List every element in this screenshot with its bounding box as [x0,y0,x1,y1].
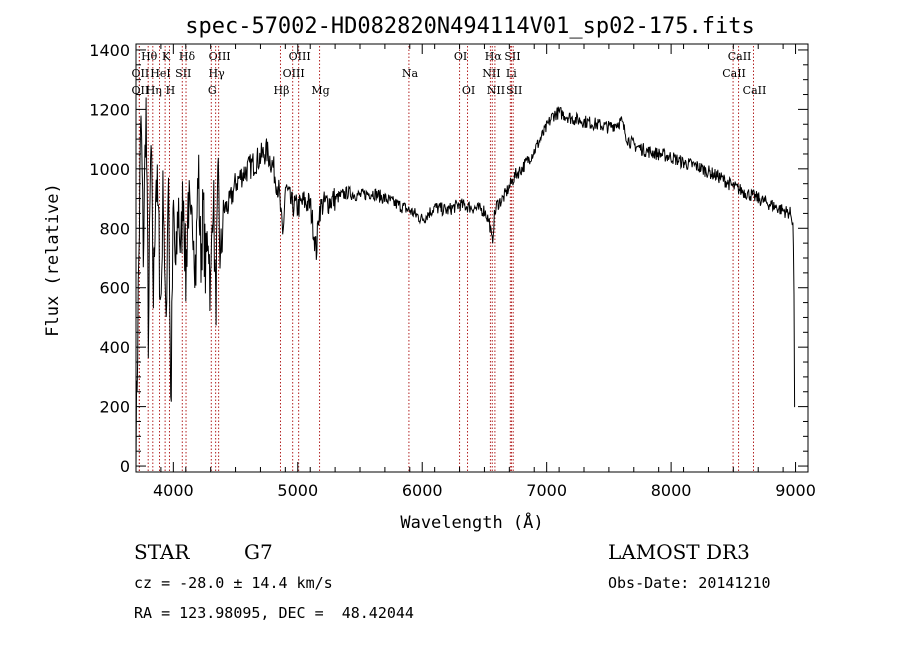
y-tick-label: 800 [99,219,130,238]
x-tick-label: 5000 [277,481,318,500]
y-tick-label: 600 [99,279,130,298]
line-label: SII [175,67,191,80]
line-label: Na [402,67,419,80]
line-label: Hη [146,84,162,97]
obs-date: Obs-Date: 20141210 [608,574,771,592]
y-tick-label: 1000 [89,160,130,179]
line-label: H [166,84,176,97]
object-class: STAR [134,540,190,564]
x-tick-label: 9000 [775,481,816,500]
line-label: CaII [743,84,767,97]
line-label: SII [506,84,522,97]
y-tick-label: 400 [99,338,130,357]
chart-title: spec-57002-HD082820N494114V01_sp02-175.f… [185,14,755,39]
line-label: K [162,50,171,63]
line-label: Hδ [179,50,196,63]
spectrum-series [135,97,796,470]
axis-ticks: 4000 5000 6000 7000 8000 9000 0 200 400 600 800 100… [89,41,816,500]
line-label: Hθ [141,50,158,63]
redshift-info: cz = -28.0 ± 14.4 km/s [134,574,333,592]
line-label: HeI [150,67,170,80]
x-axis-label: Wavelength (Å) [400,511,543,533]
line-label: Hβ [274,84,290,97]
line-label: OIII [209,50,231,63]
x-tick-label: 8000 [651,481,692,500]
line-label: OIII [289,50,311,63]
y-tick-label: 1400 [89,41,130,60]
survey-name: LAMOST DR3 [608,540,750,564]
line-label: NII [482,67,500,80]
y-axis-label: Flux (relative) [43,183,63,337]
y-tick-label: 200 [99,398,130,417]
x-tick-label: 6000 [402,481,443,500]
line-label: OI [454,50,467,63]
plot-frame [135,43,809,473]
line-label: SII [504,50,520,63]
y-tick-label: 0 [120,457,130,476]
y-tick-label: 1200 [89,100,130,119]
line-label: OIII [283,67,305,80]
line-label: OI [462,84,475,97]
line-label: Hα [485,50,503,63]
line-label: OII [132,67,150,80]
line-label: G [208,84,217,97]
line-label: Mg [311,84,329,97]
line-label: NII [487,84,505,97]
x-tick-label: 4000 [153,481,194,500]
object-subclass: G7 [244,540,273,564]
line-label: CaII [728,50,752,63]
line-label: CaII [722,67,746,80]
spectrum-line [135,97,796,470]
line-label: Li [506,67,517,80]
x-tick-label: 7000 [526,481,567,500]
line-label: Hγ [209,67,226,80]
coordinates: RA = 123.98095, DEC = 48.42044 [134,604,414,622]
